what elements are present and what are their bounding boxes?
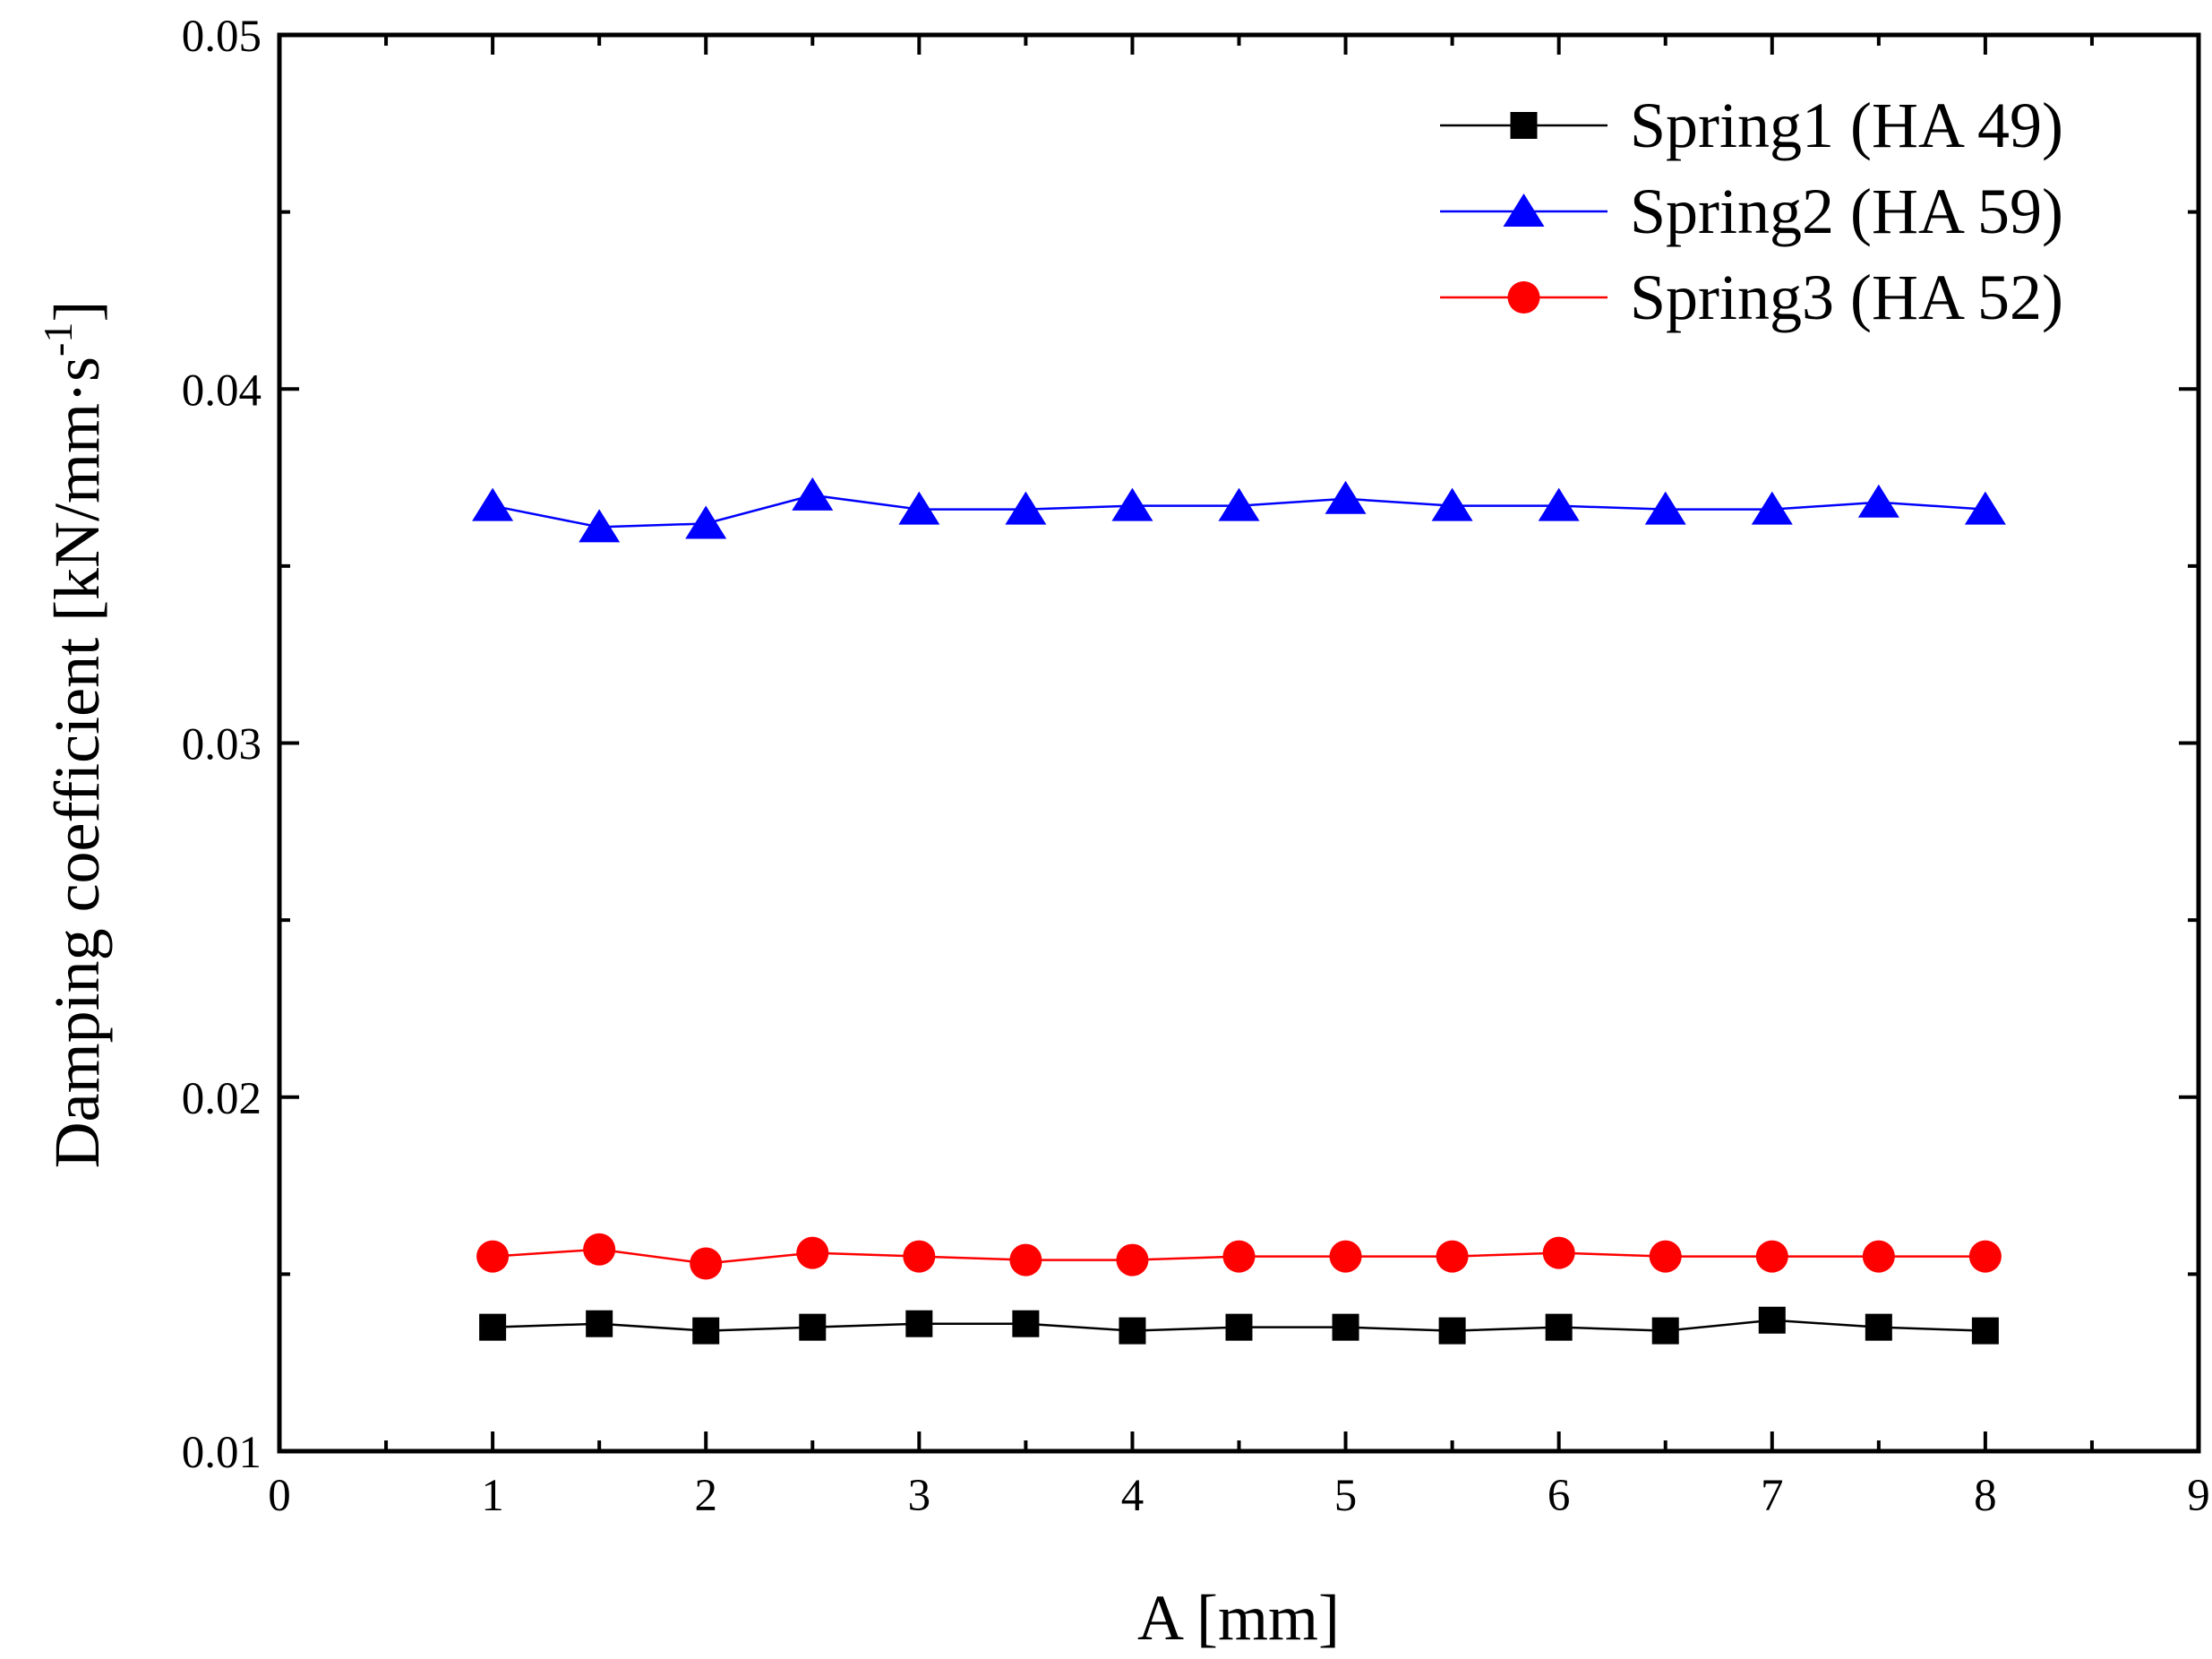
x-axis-title: A [mm] (1137, 1582, 1340, 1654)
x-tick-label: 6 (1548, 1471, 1571, 1521)
data-point (1857, 484, 1899, 518)
x-tick-label: 7 (1761, 1471, 1784, 1521)
y-axis-title-main: Damping coefficient [kN/mm·s (41, 357, 113, 1168)
data-point (476, 1240, 510, 1273)
data-point (1545, 1313, 1573, 1341)
data-point (1325, 480, 1367, 514)
series-2 (472, 477, 2006, 543)
data-point (905, 1310, 933, 1337)
legend-label: Spring2 (HA 59) (1630, 176, 2063, 247)
data-point (1968, 1240, 2002, 1273)
data-point (1542, 1236, 1575, 1269)
data-point (1329, 1240, 1362, 1273)
legend-label: Spring3 (HA 52) (1630, 262, 2063, 333)
data-point (579, 509, 621, 543)
legend-entry: Spring1 (HA 49) (1440, 90, 2063, 161)
x-tick-label: 2 (694, 1471, 717, 1521)
data-point (898, 491, 940, 525)
data-point (586, 1310, 613, 1337)
data-point (1116, 1243, 1149, 1276)
legend-entry: Spring2 (HA 59) (1440, 176, 2063, 247)
y-axis-title-close: ] (41, 301, 113, 322)
data-point (1862, 1240, 1895, 1273)
data-point (1012, 1310, 1040, 1337)
data-point (799, 1313, 827, 1341)
data-point (1225, 1313, 1253, 1341)
data-point (1332, 1313, 1359, 1341)
y-axis-title-superscript: -1 (35, 322, 81, 357)
x-tick-label: 0 (268, 1471, 291, 1521)
data-point (1431, 487, 1473, 521)
data-point (692, 1317, 720, 1345)
data-point (1964, 491, 2006, 525)
y-tick-label: 0.03 (182, 720, 261, 770)
y-axis-title: Damping coefficient [kN/mm·s-1] (35, 301, 113, 1169)
data-point (796, 1236, 829, 1269)
y-tick-label: 0.02 (182, 1074, 261, 1124)
y-tick-label: 0.04 (182, 365, 261, 416)
x-tick-label: 8 (1974, 1471, 1997, 1521)
data-point (1222, 1240, 1256, 1273)
data-point (1644, 491, 1686, 525)
data-point (1119, 1317, 1146, 1345)
data-point (1436, 1240, 1469, 1273)
series-3 (476, 1233, 2002, 1280)
legend-marker (1507, 281, 1540, 314)
data-point (1649, 1240, 1682, 1273)
data-point (690, 1247, 723, 1280)
data-point (583, 1233, 616, 1266)
legend-marker (1503, 193, 1545, 227)
data-point (1009, 1243, 1042, 1276)
data-point (1438, 1317, 1466, 1345)
data-point (685, 505, 727, 539)
data-point (792, 477, 834, 511)
data-point (1111, 487, 1153, 521)
series-1 (479, 1306, 1999, 1345)
data-point (1751, 491, 1793, 525)
x-tick-label: 9 (2187, 1471, 2210, 1521)
data-point (1651, 1317, 1679, 1345)
y-tick-label: 0.05 (182, 12, 261, 62)
x-tick-label: 4 (1121, 1471, 1145, 1521)
data-point (479, 1313, 507, 1341)
x-tick-label: 3 (908, 1471, 931, 1521)
data-point (1971, 1317, 1999, 1345)
data-point (1538, 487, 1580, 521)
legend-label: Spring1 (HA 49) (1630, 90, 2063, 161)
data-point (1755, 1240, 1788, 1273)
data-point (1005, 491, 1047, 525)
x-tick-label: 1 (481, 1471, 504, 1521)
data-point (1865, 1313, 1892, 1341)
data-point (1758, 1306, 1786, 1334)
data-point (472, 487, 514, 521)
data-point (903, 1240, 936, 1273)
data-point (1218, 487, 1260, 521)
x-tick-label: 5 (1334, 1471, 1358, 1521)
legend-marker (1510, 112, 1538, 139)
y-tick-label: 0.01 (182, 1428, 261, 1478)
legend-entry: Spring3 (HA 52) (1440, 262, 2063, 333)
